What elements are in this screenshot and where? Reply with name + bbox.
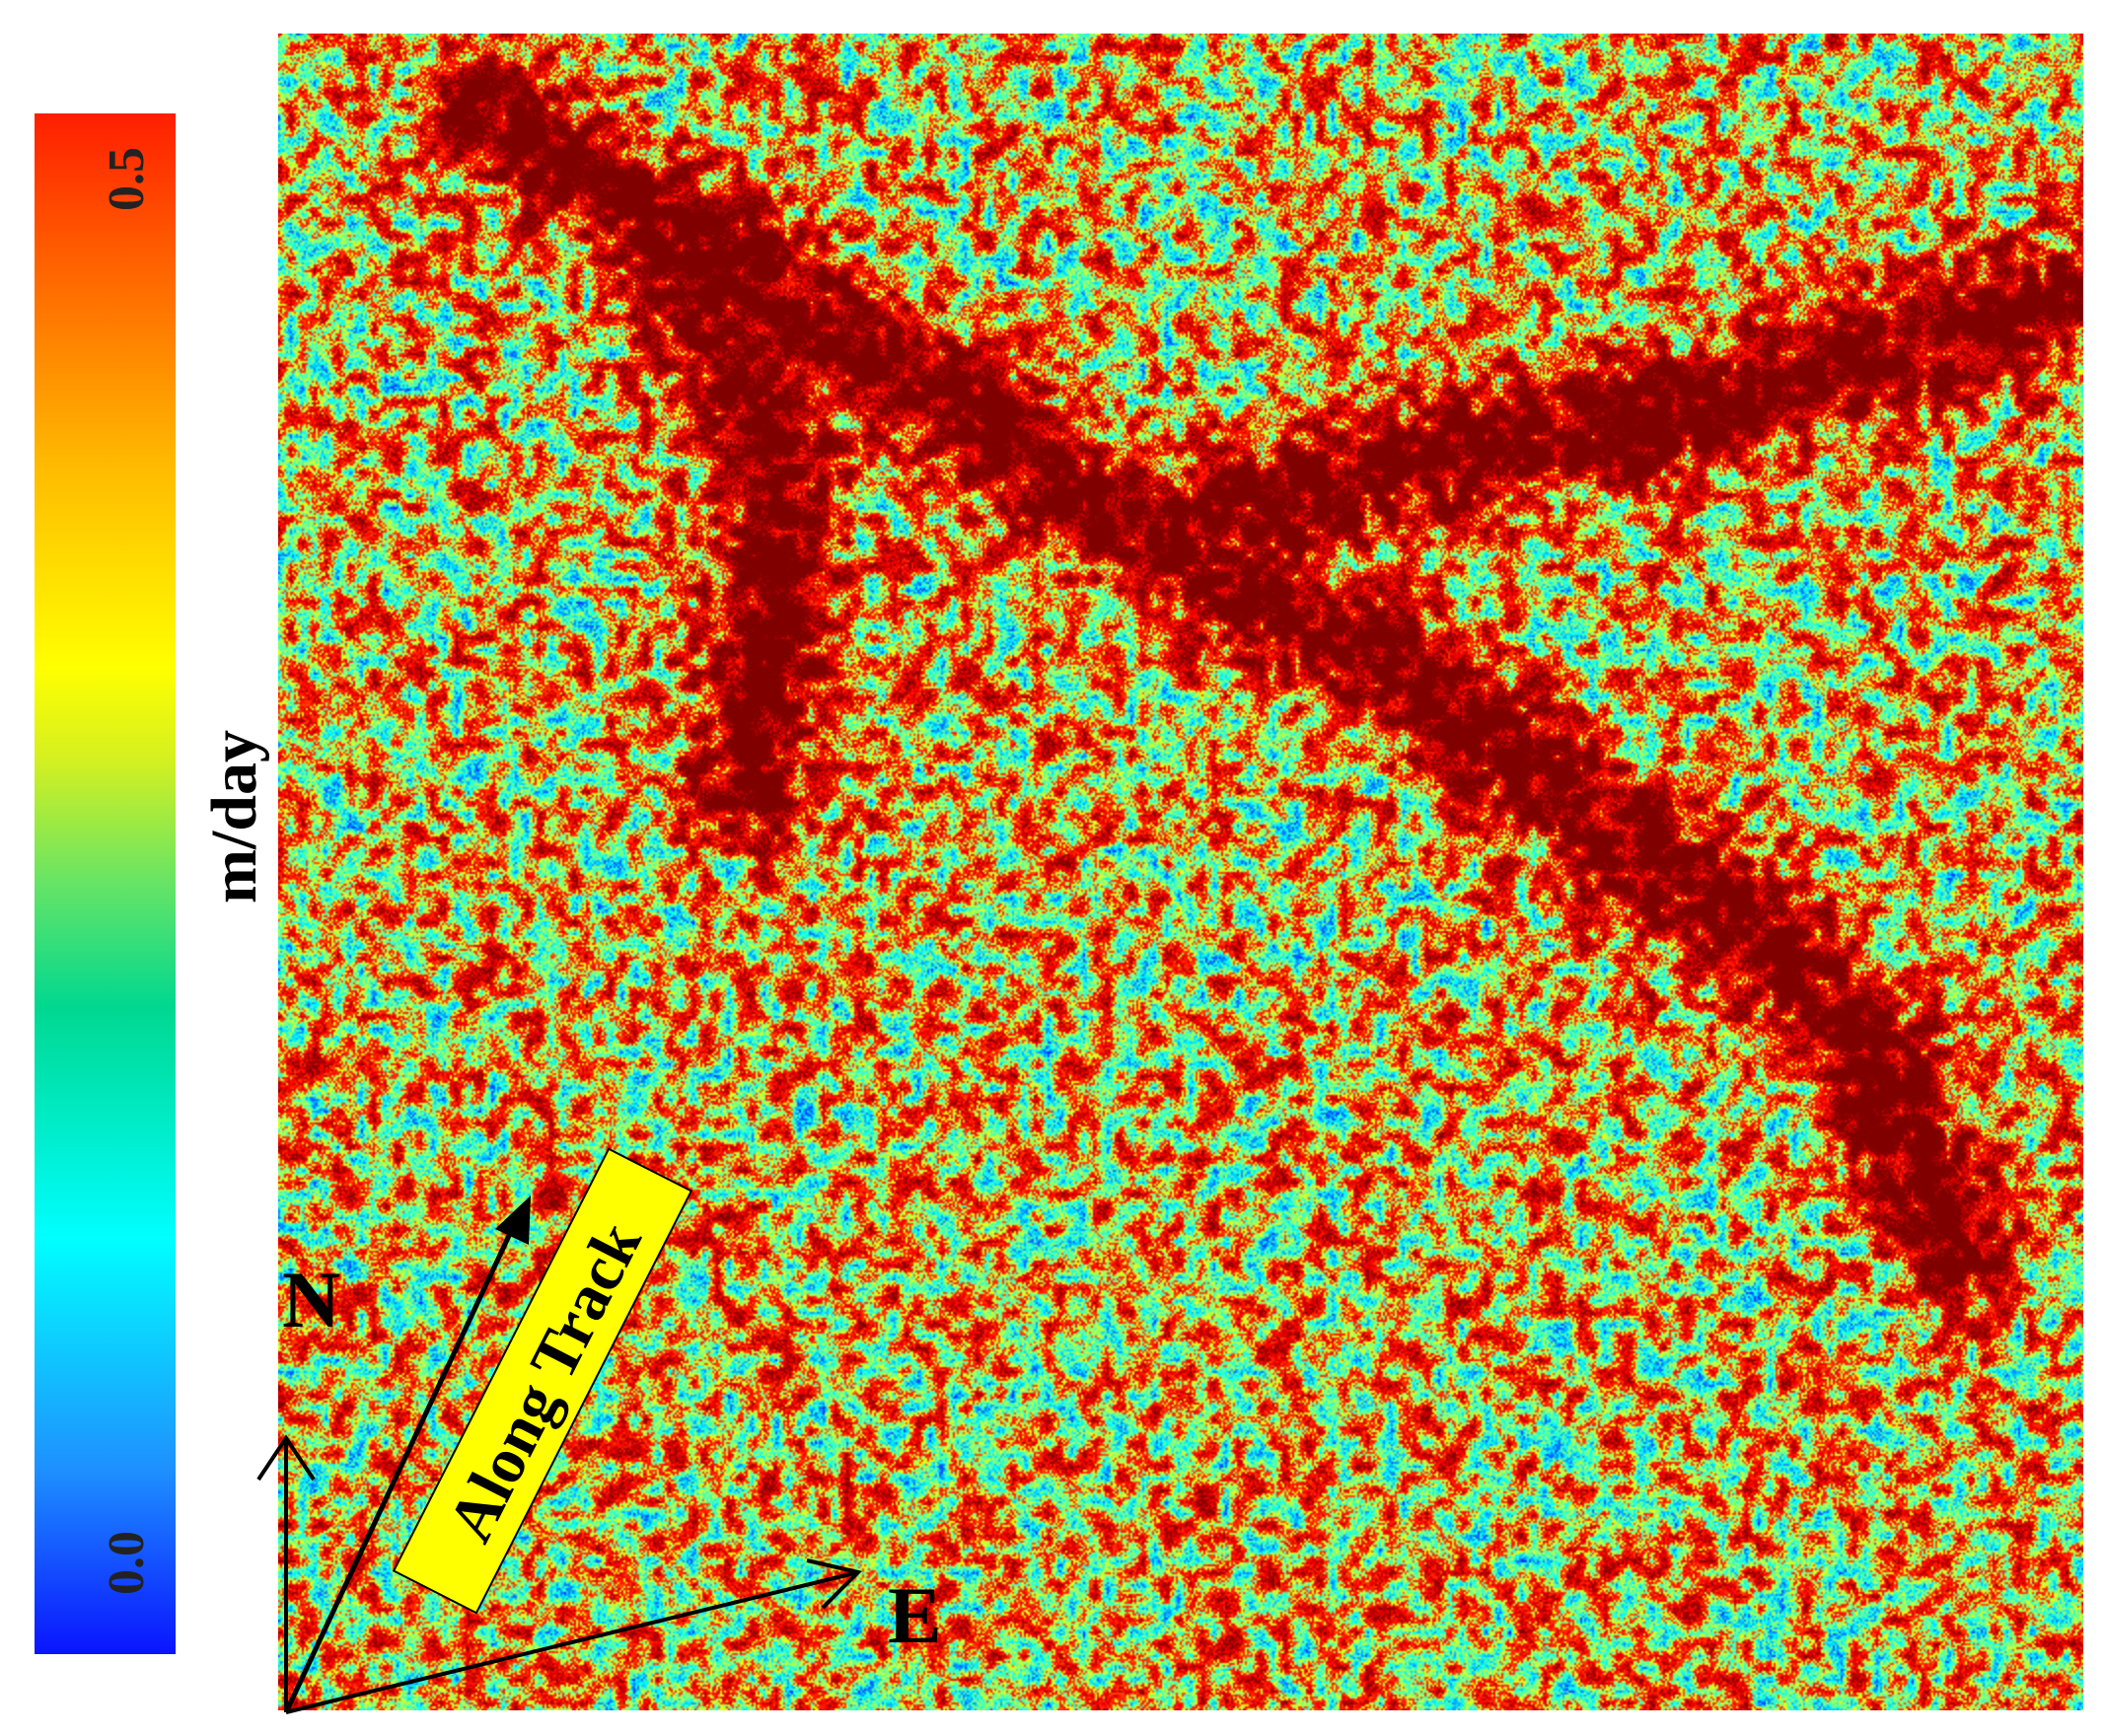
- colorbar: [35, 113, 176, 1654]
- along-track-arrow: [283, 1221, 518, 1714]
- along-track-label-box: [392, 1147, 693, 1615]
- velocity-map-panel: [278, 34, 2083, 1710]
- east-label: E: [888, 1570, 942, 1660]
- east-arrowhead-icon: [806, 1558, 862, 1610]
- along-track-arrowhead-icon: [495, 1195, 531, 1245]
- velocity-map-image: [278, 34, 2083, 1710]
- north-arrowhead-icon: [256, 1434, 316, 1482]
- east-axis: [285, 1570, 859, 1714]
- north-label: N: [282, 1255, 340, 1344]
- along-track-label-text: Along Track: [434, 1211, 656, 1554]
